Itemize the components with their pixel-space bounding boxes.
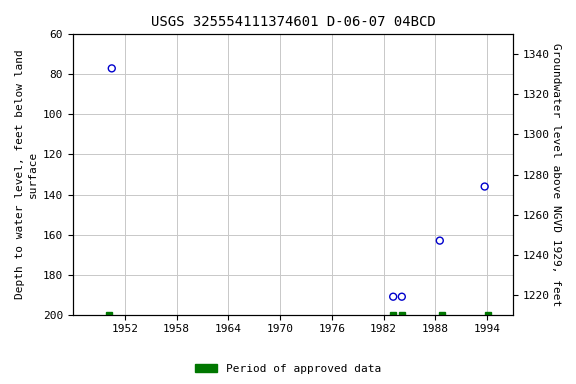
Point (480, 184, 489, 190)
Y-axis label: Depth to water level, feet below land
surface: Depth to water level, feet below land su… (15, 50, 37, 300)
Point (389, 294, 398, 300)
Point (435, 238, 445, 244)
Title: USGS 325554111374601 D-06-07 04BCD: USGS 325554111374601 D-06-07 04BCD (151, 15, 435, 29)
Point (107, 65, 116, 71)
Point (397, 294, 407, 300)
Y-axis label: Groundwater level above NGVD 1929, feet: Groundwater level above NGVD 1929, feet (551, 43, 561, 306)
Legend: Period of approved data: Period of approved data (191, 359, 385, 379)
